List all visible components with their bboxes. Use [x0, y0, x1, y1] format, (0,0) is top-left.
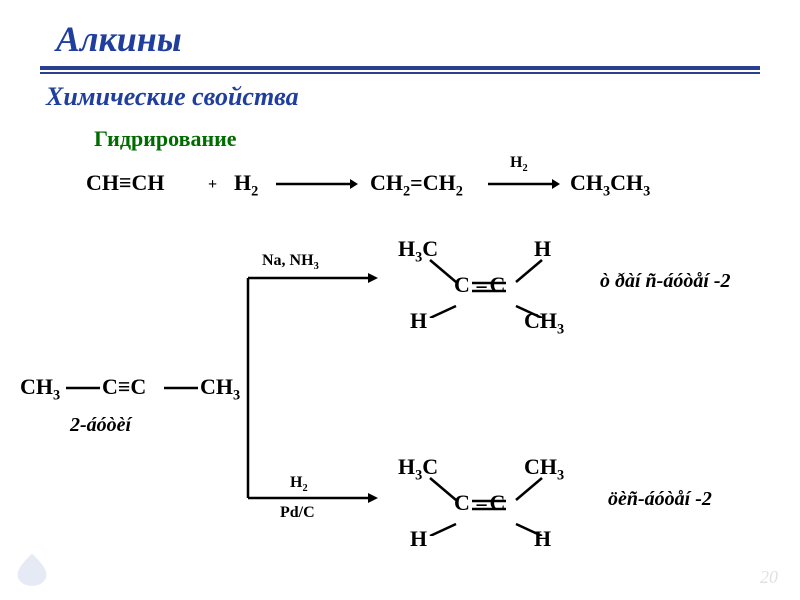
subtitle: Химические свойства — [0, 74, 800, 112]
r1-product1: CH2=CH2 — [370, 170, 463, 200]
r2-bond2 — [164, 386, 198, 390]
r2-start-label: 2-áóòèí — [70, 414, 131, 437]
r2-bond1 — [66, 386, 100, 390]
r1-arrow2 — [486, 176, 560, 192]
r2-end: CH3 — [200, 374, 240, 404]
page-number: 20 — [760, 567, 778, 588]
bot-dbl — [472, 498, 506, 512]
r1-h2-above2: H2 — [510, 154, 528, 174]
r1-reactant: CH≡CH — [86, 170, 165, 196]
cond-bot-pdc: Pd/C — [280, 504, 315, 522]
section-heading: Гидрирование — [0, 112, 800, 152]
top-ch3: CH3 — [524, 308, 564, 338]
r2-triple: C≡C — [102, 374, 146, 400]
diagram-canvas: CH≡CH + H2 CH2=CH2 H2 CH3CH3 CH3 C≡C CH3… — [0, 152, 800, 582]
r1-arrow1 — [274, 176, 358, 192]
top-h-left: H — [410, 308, 427, 334]
bot-h-right: H — [534, 526, 551, 552]
top-dbl — [472, 280, 506, 294]
page-title: Алкины — [0, 0, 800, 60]
bot-h-left: H — [410, 526, 427, 552]
branch-arrows — [244, 272, 384, 508]
cond-top: Na, NH3 — [262, 252, 319, 272]
title-underline-thick — [40, 66, 760, 70]
r1-product2: CH3CH3 — [570, 170, 650, 200]
cond-bot-h2: H2 — [290, 474, 308, 494]
top-annot: ò ðàí ñ-áóòåí -2 — [600, 270, 731, 293]
r2-start: CH3 — [20, 374, 60, 404]
r1-plus: + — [208, 176, 217, 194]
r1-h2: H2 — [234, 170, 258, 200]
watermark-icon — [14, 550, 50, 586]
bot-annot: öèñ-áóòåí -2 — [608, 488, 712, 511]
